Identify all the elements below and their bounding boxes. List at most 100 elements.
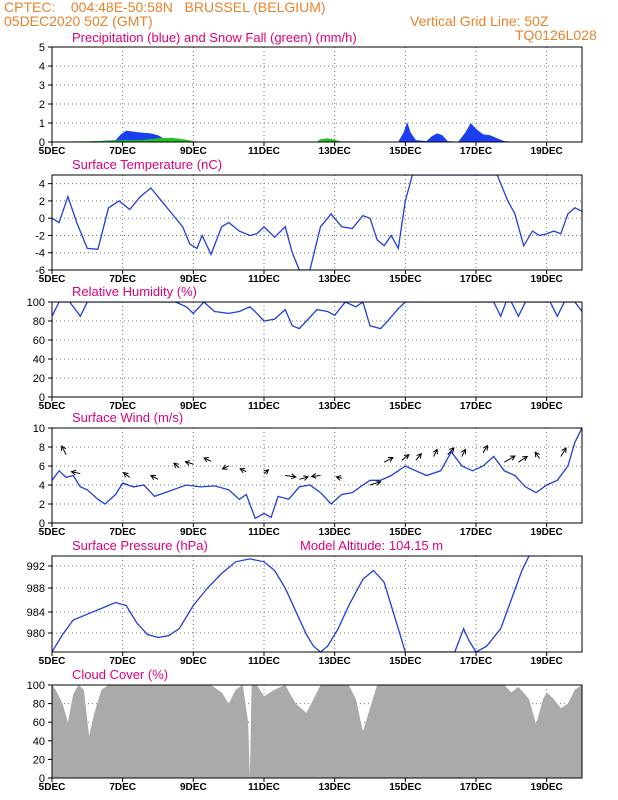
pressure-xtick-label: 7DEC: [109, 656, 136, 667]
rh-xtick-label: 19DEC: [531, 401, 563, 412]
wind-arrow-head: [335, 475, 342, 481]
rh-xtick-label: 7DEC: [109, 401, 136, 412]
wind-arrow-head: [184, 460, 191, 466]
pressure-line: [52, 556, 530, 652]
cloud-xtick-label: 7DEC: [109, 782, 136, 793]
wind-arrow-shaft: [518, 456, 528, 463]
wind-arrow-shaft: [560, 447, 567, 457]
wind-ytick-label: 10: [33, 423, 45, 435]
temp-ytick-label: -2: [35, 230, 45, 242]
precip-precip-area: [52, 122, 582, 142]
wind-arrow-shaft: [173, 462, 180, 469]
temp-xtick-label: 17DEC: [460, 274, 492, 285]
temp-ytick-label: 4: [39, 179, 45, 191]
precip-title: Precipitation (blue) and Snow Fall (gree…: [72, 30, 357, 45]
wind-arrow: [335, 475, 342, 481]
wind-arrow: [173, 462, 180, 469]
wind-xtick-label: 9DEC: [180, 527, 207, 538]
wind-arrow-head: [461, 448, 467, 455]
temp-panel: -6 -4 -2 0 2 4 5DEC 7DEC 9DEC 11DEC 13DEC 15DEC 17DE…: [35, 157, 583, 285]
wind-frame: [51, 427, 583, 524]
wind-arrow: [369, 480, 382, 486]
cloud-ytick-label: 80: [33, 699, 45, 711]
wind-series-group: [52, 428, 582, 520]
rh-line: [52, 302, 582, 330]
wind-arrow-shaft: [61, 445, 67, 455]
temp-xtick-label: 7DEC: [109, 274, 136, 285]
wind-arrow-shaft: [299, 476, 309, 480]
pressure-ytick-label: 992: [27, 561, 45, 573]
wind-arrow: [482, 444, 489, 453]
wind-arrow-shaft: [185, 461, 194, 465]
wind-arrow-head: [202, 457, 209, 463]
pressure-xtick-label: 11DEC: [248, 656, 280, 667]
pressure-xtick-label: 15DEC: [389, 656, 421, 667]
temp-xtick-label: 11DEC: [248, 274, 280, 285]
wind-arrow: [202, 457, 212, 463]
wind-xtick-label: 13DEC: [319, 527, 351, 538]
wind-ytick-label: 0: [39, 518, 45, 530]
wind-arrow: [263, 469, 270, 475]
wind-arrow: [560, 447, 567, 457]
precip-ytick-label: 3: [39, 80, 45, 92]
wind-arrow-head: [221, 464, 228, 470]
cloud-xtick-label: 11DEC: [248, 782, 280, 793]
wind-arrow-shaft: [534, 451, 541, 459]
precip-ytick-label: 1: [39, 118, 45, 130]
header-date: 05DEC2020 50Z (GMT): [4, 13, 153, 29]
wind-arrow-shaft: [239, 468, 247, 473]
pressure-xtick-label: 19DEC: [531, 656, 563, 667]
cloud-xtick-label: 13DEC: [319, 782, 351, 793]
header-model-code: TQ0126L028: [515, 27, 597, 43]
precip-series-group: [52, 122, 582, 142]
temp-title: Surface Temperature (nC): [72, 157, 222, 172]
wind-arrow: [239, 468, 247, 474]
temp-xtick-label: 19DEC: [531, 274, 563, 285]
temp-frame: [51, 174, 583, 271]
wind-arrow: [383, 456, 394, 463]
rh-ytick-label: 20: [33, 373, 45, 385]
temp-series-group: [52, 175, 582, 270]
temp-ytick-label: -6: [35, 265, 45, 277]
wind-arrow-shaft: [401, 454, 410, 461]
pressure-xtick-label: 17DEC: [460, 656, 492, 667]
wind-title: Surface Wind (m/s): [72, 410, 183, 425]
wind-arrow-shaft: [150, 475, 159, 480]
cloud-ytick-label: 60: [33, 717, 45, 729]
wind-arrow-head: [522, 455, 529, 462]
wind-arrow-shaft: [383, 457, 394, 463]
wind-arrow-shaft: [123, 472, 131, 478]
rh-ytick-label: 0: [39, 392, 45, 404]
wind-xtick-label: 5DEC: [39, 527, 66, 538]
precip-xtick-label: 5DEC: [39, 146, 66, 157]
wind-arrow-shaft: [447, 447, 455, 455]
cloud-xtick-label: 9DEC: [180, 782, 207, 793]
rh-ytick-label: 40: [33, 354, 45, 366]
wind-arrow: [504, 455, 516, 463]
cloud-cloud-area: [52, 685, 582, 778]
wind-arrow: [184, 460, 194, 466]
temp-ytick-label: -4: [35, 248, 45, 260]
wind-arrow: [447, 447, 455, 455]
precip-frame: [51, 46, 583, 143]
wind-arrow: [518, 455, 529, 463]
pressure-ytick-label: 984: [27, 607, 45, 619]
rh-xtick-label: 17DEC: [460, 401, 492, 412]
wind-arrow-shaft: [222, 465, 229, 470]
pressure-xtick-label: 9DEC: [180, 656, 207, 667]
temp-ytick-label: 2: [39, 196, 45, 208]
precip-xtick-label: 9DEC: [180, 146, 207, 157]
cloud-ytick-label: 40: [33, 736, 45, 748]
wind-arrow-shaft: [504, 455, 516, 463]
wind-arrow-head: [290, 473, 297, 480]
rh-xtick-label: 13DEC: [319, 401, 351, 412]
precip-snow-area: [52, 137, 582, 142]
wind-arrow-shaft: [311, 475, 321, 477]
pressure-xtick-label: 5DEC: [39, 656, 66, 667]
wind-arrow-head: [509, 455, 516, 461]
wind-arrow: [310, 473, 321, 479]
wind-arrow-head: [122, 472, 129, 478]
rh-ytick-label: 60: [33, 335, 45, 347]
precip-xtick-label: 15DEC: [389, 146, 421, 157]
wind-xtick-label: 15DEC: [389, 527, 421, 538]
